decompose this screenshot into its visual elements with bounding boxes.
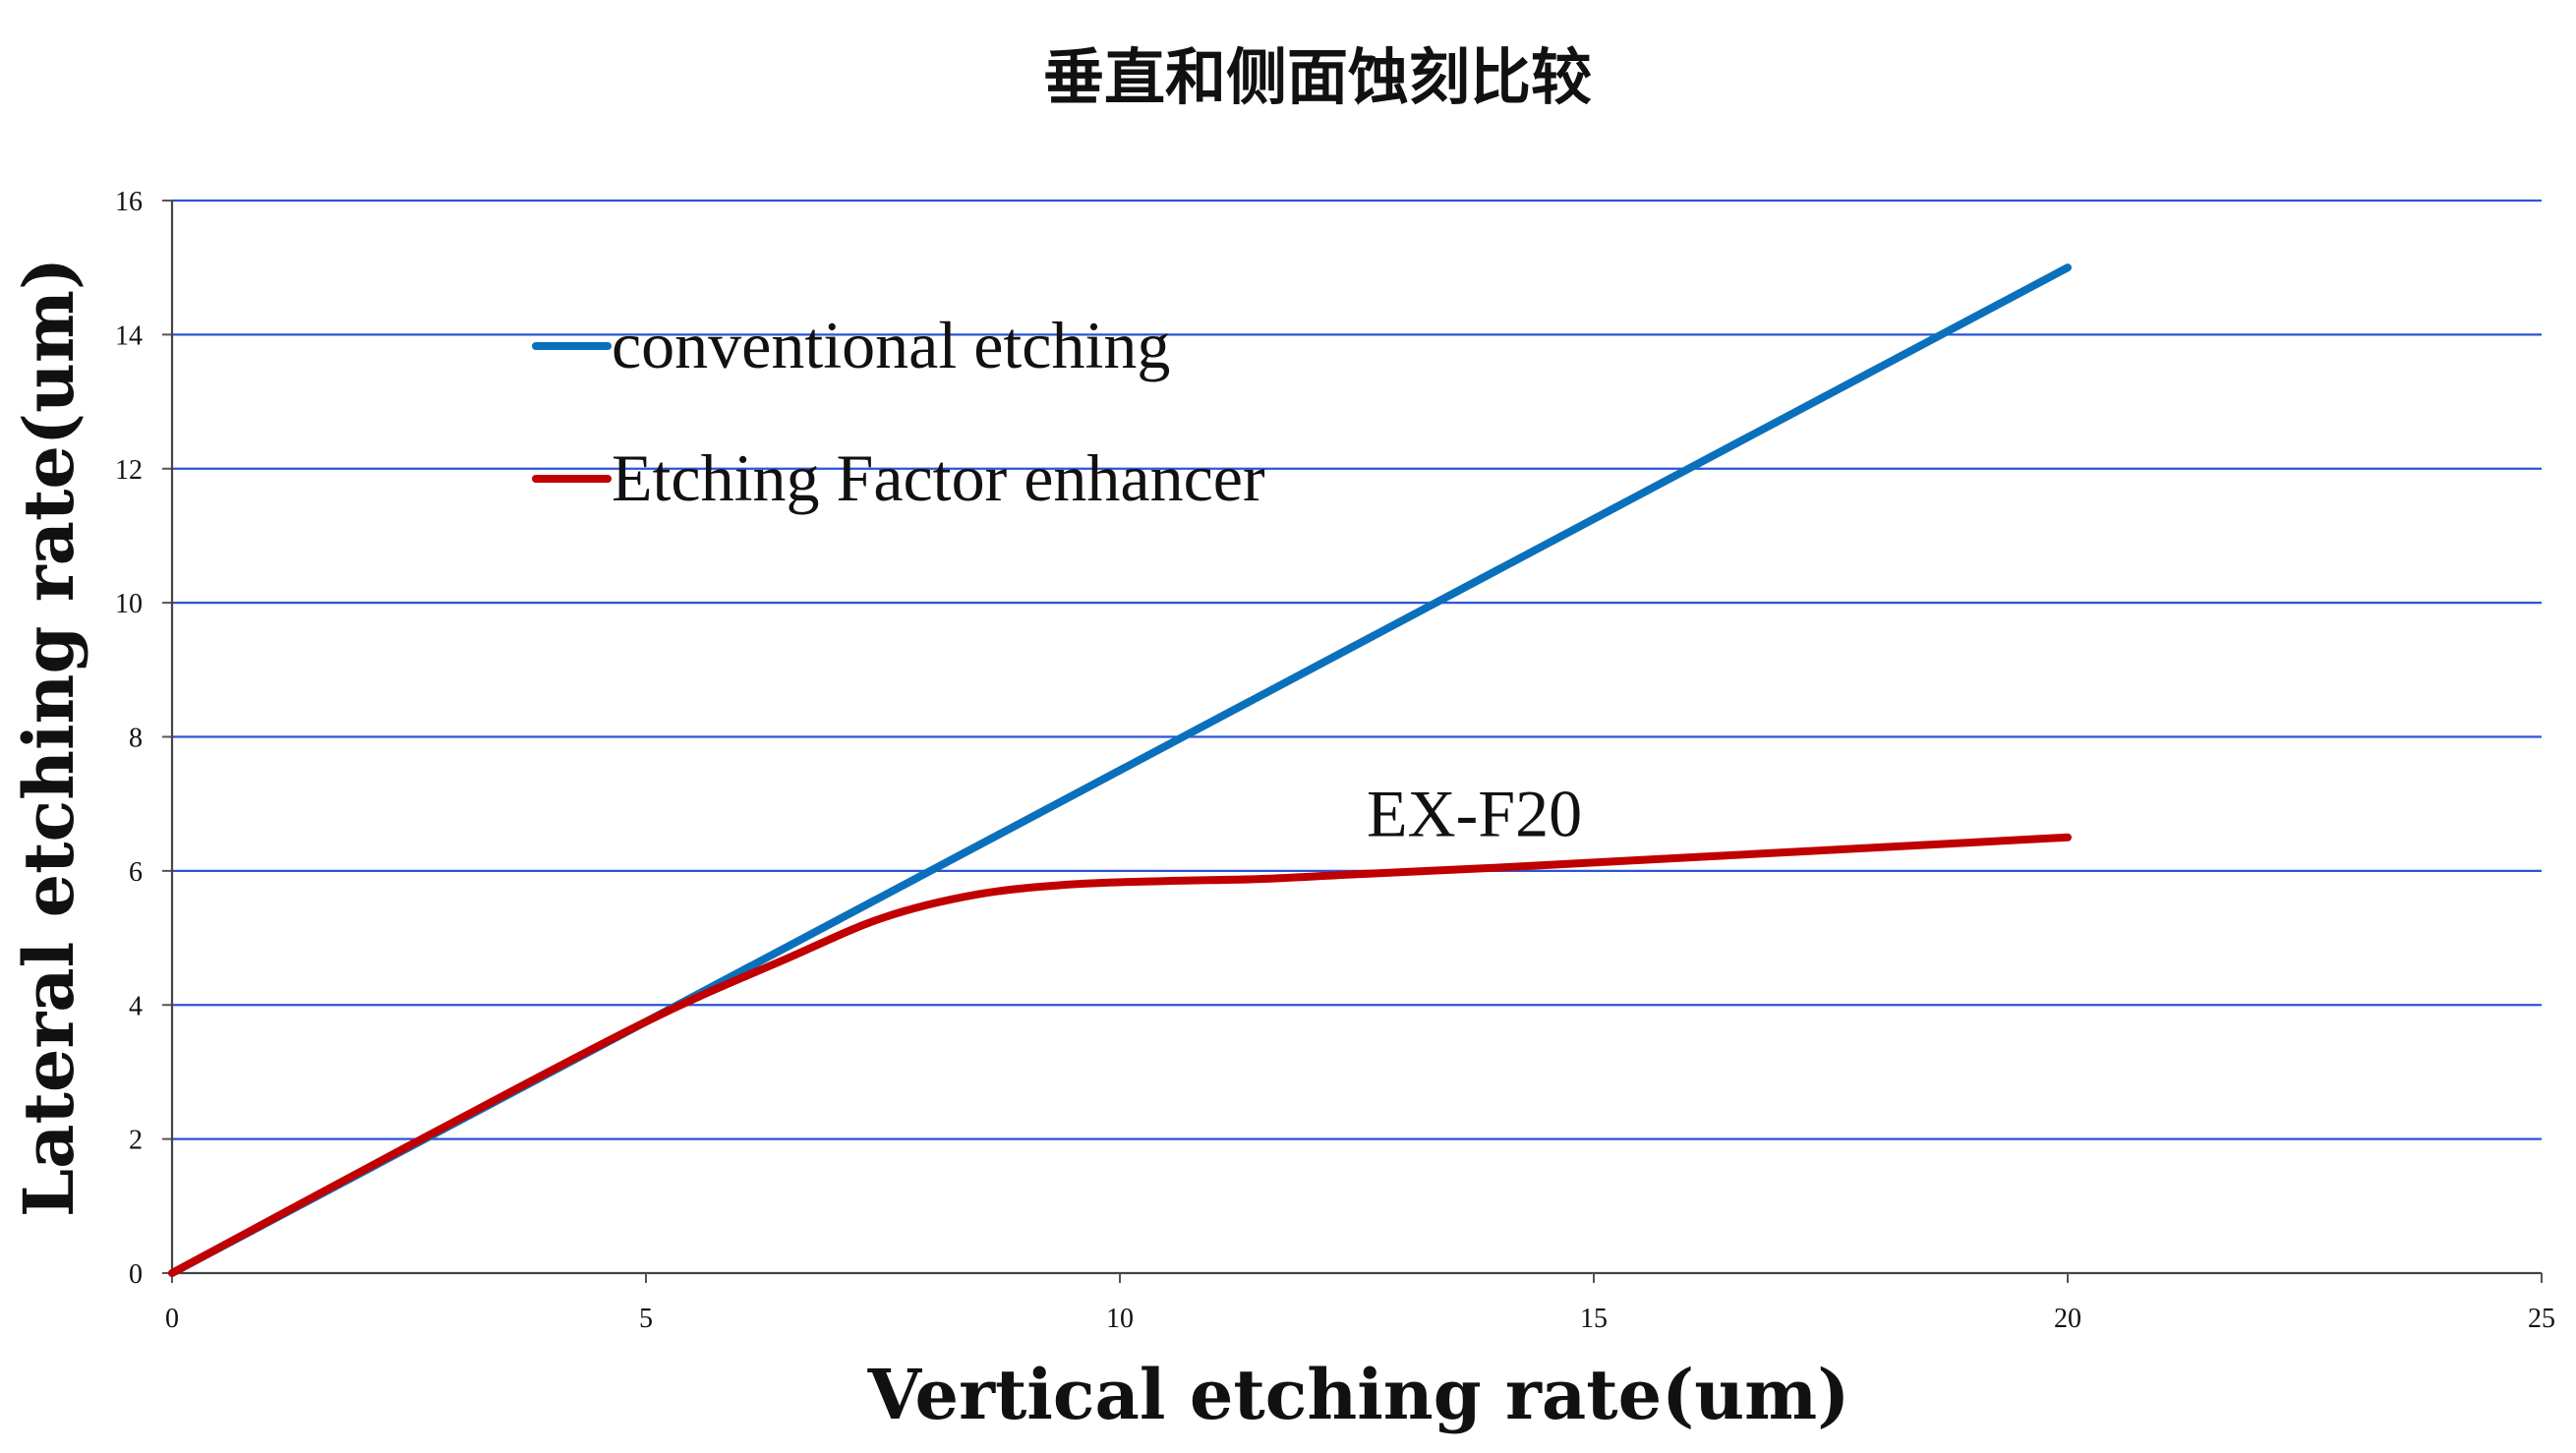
- x-tick-label: 10: [1106, 1304, 1134, 1334]
- y-tick-label: 0: [129, 1259, 143, 1290]
- y-tick-label: 12: [115, 455, 143, 486]
- grid-lines: [172, 199, 2542, 1140]
- annotation-label: EX-F20: [1367, 777, 1582, 851]
- y-axis-title: Lateral etching rate(um): [8, 258, 89, 1217]
- y-tick-label: 16: [115, 187, 143, 217]
- x-axis-title: Vertical etching rate(um): [867, 1354, 1850, 1435]
- legend-label: conventional etching: [612, 308, 1170, 382]
- chart-title: 垂直和侧面蚀刻比较: [1043, 41, 1592, 113]
- x-tick-label: 0: [165, 1304, 179, 1334]
- y-tick-label: 6: [129, 857, 143, 888]
- y-tick-label: 2: [129, 1126, 143, 1156]
- x-tick-label: 25: [2528, 1304, 2555, 1334]
- axes: 0 2 4 6 8 10 12 14 16 0 5 10 15 20 25: [115, 187, 2555, 1334]
- legend: conventional etching Etching Factor enhan…: [532, 308, 1265, 515]
- y-tick-label: 8: [129, 724, 143, 754]
- series-line-1: [168, 833, 2072, 1277]
- y-tick-label: 14: [115, 320, 143, 351]
- legend-label: Etching Factor enhancer: [612, 440, 1265, 515]
- y-tick-label: 4: [129, 991, 143, 1021]
- x-tick-label: 15: [1580, 1304, 1608, 1334]
- y-tick-label: 10: [115, 589, 143, 619]
- x-tick-label: 5: [639, 1304, 653, 1334]
- series-lines: EX-F20: [168, 263, 2072, 1277]
- x-tick-label: 20: [2054, 1304, 2081, 1334]
